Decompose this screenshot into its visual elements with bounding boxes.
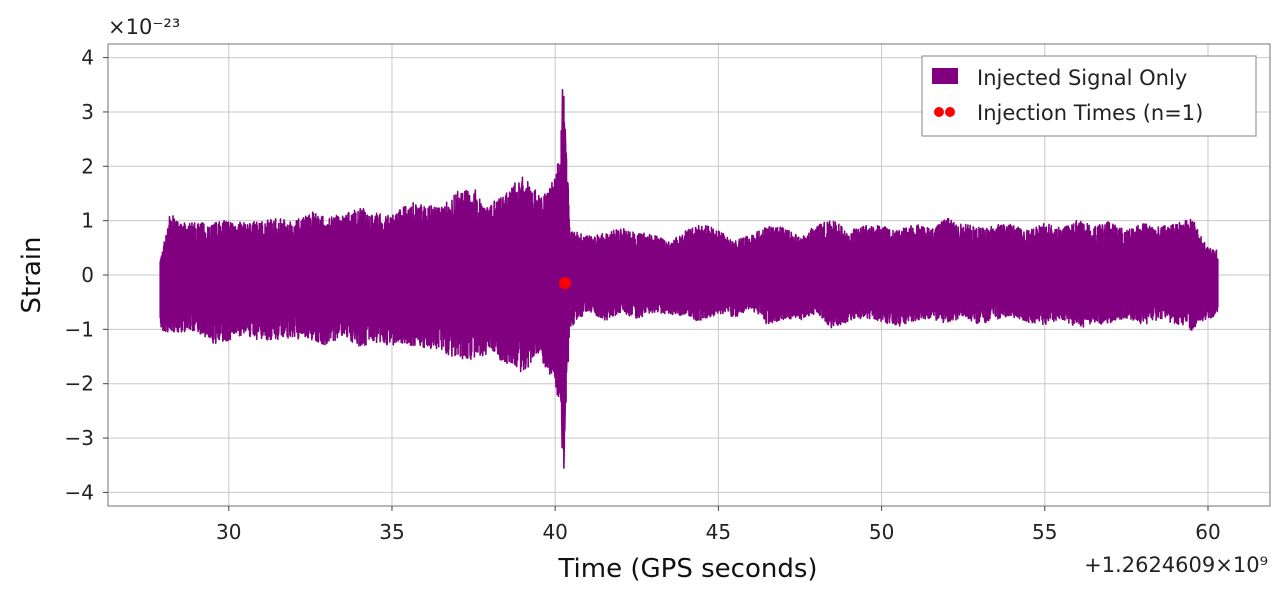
- series-line-injected-signal: [159, 88, 1219, 469]
- x-tick-label: 35: [379, 520, 404, 544]
- x-axis-label: Time (GPS seconds): [557, 554, 817, 584]
- x-tick-label: 30: [216, 520, 241, 544]
- legend-marker-injection: [945, 107, 955, 117]
- y-multiplier-label: ×10⁻²³: [108, 15, 180, 39]
- injection-time-point: [558, 277, 571, 290]
- x-tick-label: 45: [706, 520, 731, 544]
- legend-swatch-signal: [932, 68, 958, 84]
- grid-lines: [108, 44, 1270, 506]
- y-tick-label: −3: [65, 426, 94, 450]
- y-axis-ticks: −4 −3 −2 −1 0 1 2 3 4: [65, 46, 108, 504]
- y-tick-label: 2: [81, 154, 94, 178]
- y-tick-label: 0: [81, 263, 94, 287]
- y-axis-label: Strain: [17, 236, 47, 313]
- x-tick-label: 60: [1195, 520, 1220, 544]
- x-tick-label: 55: [1032, 520, 1057, 544]
- legend-marker-injection: [934, 107, 944, 117]
- y-tick-label: 3: [81, 100, 94, 124]
- x-tick-label: 40: [542, 520, 567, 544]
- x-tick-label: 50: [869, 520, 894, 544]
- legend-label-injection: Injection Times (n=1): [977, 101, 1203, 125]
- x-axis-ticks: 30 35 40 45 50 55 60: [216, 506, 1221, 544]
- y-tick-label: −4: [65, 480, 94, 504]
- legend: Injected Signal Only Injection Times (n=…: [921, 55, 1257, 137]
- y-tick-label: −2: [65, 372, 94, 396]
- x-offset-label: +1.2624609×10⁹: [1084, 553, 1268, 577]
- legend-label-signal: Injected Signal Only: [977, 66, 1187, 90]
- y-tick-label: −1: [65, 317, 94, 341]
- y-tick-label: 4: [81, 46, 94, 70]
- series-layer: [159, 88, 1219, 469]
- legend-box: [921, 55, 1257, 137]
- y-tick-label: 1: [81, 209, 94, 233]
